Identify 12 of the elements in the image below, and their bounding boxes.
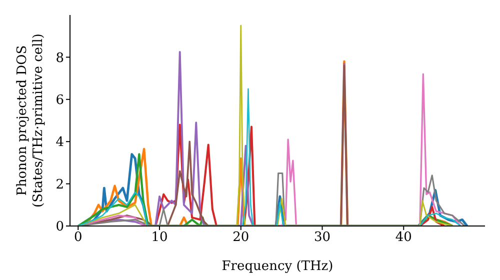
y-tick-label: 0 xyxy=(56,220,64,235)
x-tick-label: 0 xyxy=(74,230,82,246)
y-tick-label: 8 xyxy=(56,50,64,66)
x-axis-title: Frequency (THz) xyxy=(222,259,334,274)
x-tick-label: 30 xyxy=(314,230,331,246)
x-tick-label: 10 xyxy=(151,230,168,246)
x-tick-label: 40 xyxy=(395,230,412,246)
x-tick-label: 20 xyxy=(232,230,250,246)
y-axis-title: Phonon projected DOS (States/THz·primitive cell) xyxy=(15,33,46,208)
y-tick-label: 6 xyxy=(56,93,64,108)
y-tick-label: 4 xyxy=(56,135,64,150)
y-tick-label: 2 xyxy=(56,177,64,192)
